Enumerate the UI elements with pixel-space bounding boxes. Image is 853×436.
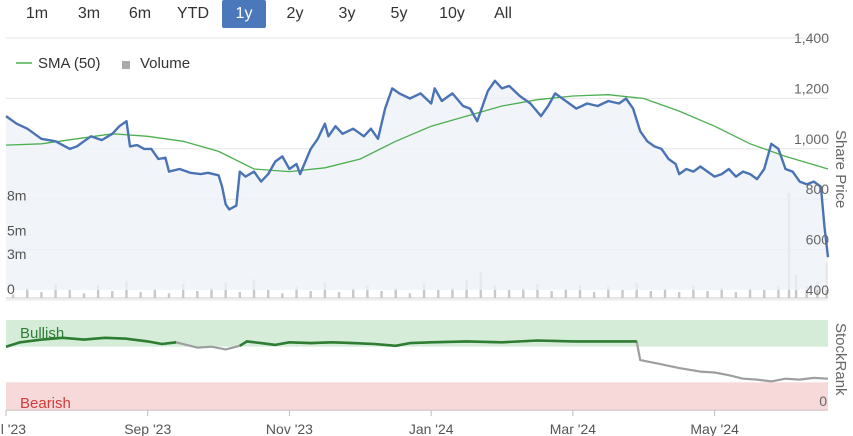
x-tick-label: May '24 [690, 421, 739, 436]
volume-bar [153, 288, 157, 298]
volume-bar [82, 293, 86, 298]
volume-bar [720, 287, 723, 298]
price-tick-label: 400 [806, 282, 830, 298]
stockrank-bullish-segment [239, 339, 637, 348]
stockrank-lines [5, 336, 829, 383]
price-tick-label: 1,000 [794, 131, 829, 147]
range-selector: 1m 3m 6m YTD 1y 2y 3y 5y 10y All [0, 0, 540, 28]
bearish-zone-label: Bearish [20, 395, 71, 412]
x-tick-label: Sep '23 [124, 421, 171, 436]
volume-bar [422, 283, 426, 298]
range-button-1y[interactable]: 1y [222, 0, 266, 28]
volume-axis-ticks: 8m 5m 3m 0 [7, 188, 26, 297]
stockrank-bullish-segment [5, 336, 177, 348]
volume-bar [507, 289, 511, 298]
volume-bar [564, 288, 568, 298]
volume-bar [748, 288, 752, 298]
volume-bar [663, 288, 667, 298]
volume-bar [181, 283, 185, 298]
x-tick-label: Jan '24 [409, 421, 454, 436]
bearish-zone [6, 382, 828, 411]
volume-bar [139, 292, 142, 298]
volume-bar [437, 289, 440, 298]
volume-bar [196, 290, 199, 298]
volume-bar [96, 285, 100, 298]
volume-bar [309, 290, 312, 298]
volume-bar [734, 292, 738, 298]
share-price-axis-title: Share Price [832, 130, 849, 208]
share-price-line [5, 79, 830, 258]
volume-bar [706, 290, 709, 298]
volume-bar [805, 286, 808, 298]
volume-tick-label: 3m [7, 246, 26, 262]
legend-sma-label: SMA (50) [38, 55, 101, 72]
volume-bar [323, 282, 327, 298]
volume-bar [550, 290, 553, 298]
price-tick-label: 1,400 [794, 30, 829, 46]
volume-bar [451, 287, 454, 298]
range-button-6m[interactable]: 6m [128, 5, 152, 22]
volume-bar [111, 290, 114, 298]
range-button-ytd[interactable]: YTD [177, 5, 209, 22]
volume-bar [522, 287, 525, 298]
x-tick-label: Mar '24 [550, 421, 596, 436]
volume-bar [692, 285, 695, 298]
range-button-5y[interactable]: 5y [390, 5, 408, 22]
volume-bar [763, 289, 766, 298]
stockrank-axis-title: StockRank [832, 323, 849, 396]
volume-bar [266, 289, 270, 298]
volume-bar [592, 292, 596, 298]
volume-bar [167, 293, 171, 298]
legend-volume-label: Volume [140, 55, 190, 72]
range-button-3y[interactable]: 3y [338, 5, 356, 22]
price-axis-ticks: 1,400 1,200 1,000 800 600 400 [794, 30, 829, 298]
volume-bar [578, 285, 582, 298]
stockrank-axis-ticks: 0 [819, 393, 827, 409]
volume-tick-label: 8m [7, 188, 26, 204]
volume-bar [380, 290, 383, 298]
range-button-1m[interactable]: 1m [25, 5, 49, 22]
price-area-fill [6, 80, 828, 290]
volume-bar [224, 282, 227, 298]
volume-bar [621, 289, 624, 298]
range-button-all[interactable]: All [494, 5, 512, 22]
volume-tick-label: 5m [7, 223, 26, 239]
volume-bar [337, 292, 341, 298]
legend: SMA (50) Volume [16, 55, 190, 72]
volume-bar [210, 287, 213, 298]
volume-bar [40, 292, 43, 298]
sma-50-line [5, 94, 829, 173]
x-tick-label: Jul '23 [0, 421, 26, 436]
x-tick-label: Nov '23 [266, 421, 313, 436]
x-axis-ticks: Jul '23 Sep '23 Nov '23 Jan '24 Mar '24 May '… [0, 409, 828, 436]
legend-volume-marker [122, 61, 130, 69]
volume-bar [607, 286, 610, 298]
volume-bar [536, 283, 539, 298]
volume-bar [394, 287, 397, 298]
volume-bar [649, 290, 653, 298]
volume-bar [777, 286, 780, 298]
volume-tick-label: 0 [7, 281, 15, 297]
volume-bar [295, 286, 298, 298]
volume-bar [238, 292, 242, 298]
price-tick-label: 600 [806, 232, 830, 248]
price-tick-label: 1,200 [794, 80, 829, 96]
volume-bar [26, 287, 29, 298]
volume-bar [366, 285, 369, 298]
range-button-2y[interactable]: 2y [286, 5, 304, 22]
price-tick-label: 800 [806, 181, 830, 197]
volume-bar [408, 293, 412, 298]
range-button-10y[interactable]: 10y [439, 5, 465, 22]
stockrank-tick-label: 0 [819, 393, 827, 409]
volume-bar [635, 282, 638, 298]
volume-bar [677, 292, 681, 298]
volume-bar [493, 285, 497, 298]
range-button-3m[interactable]: 3m [77, 5, 101, 22]
volume-bar [281, 293, 284, 298]
volume-bar [68, 289, 71, 298]
volume-bar [54, 283, 57, 298]
volume-bar [11, 294, 15, 298]
volume-bar [352, 288, 355, 298]
